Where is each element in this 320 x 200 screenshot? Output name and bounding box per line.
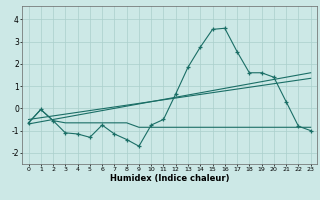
X-axis label: Humidex (Indice chaleur): Humidex (Indice chaleur) [110,174,229,183]
